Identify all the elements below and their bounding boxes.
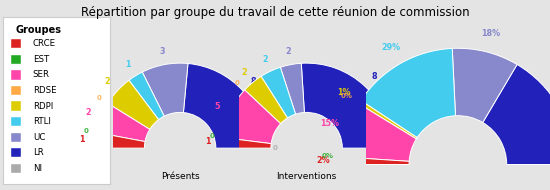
Text: 1%: 1%: [338, 88, 351, 97]
Wedge shape: [222, 138, 271, 148]
FancyBboxPatch shape: [12, 117, 21, 126]
Text: 18%: 18%: [481, 29, 500, 38]
Text: 2: 2: [285, 47, 291, 56]
Text: 15%: 15%: [320, 119, 339, 128]
Wedge shape: [97, 103, 150, 142]
FancyBboxPatch shape: [12, 101, 21, 111]
Text: RDPI: RDPI: [33, 101, 53, 111]
Text: 1: 1: [206, 137, 211, 146]
Text: Groupes: Groupes: [15, 25, 62, 36]
Text: 0%: 0%: [341, 93, 353, 99]
Wedge shape: [108, 80, 158, 129]
Text: RDSE: RDSE: [33, 86, 57, 95]
Wedge shape: [222, 90, 280, 144]
Text: 2: 2: [85, 108, 91, 117]
Text: CRCE: CRCE: [33, 39, 56, 48]
FancyBboxPatch shape: [12, 86, 21, 95]
Text: 5: 5: [215, 102, 221, 111]
Wedge shape: [342, 157, 409, 165]
Wedge shape: [280, 63, 304, 114]
Text: 0: 0: [235, 80, 240, 86]
Text: LR: LR: [33, 148, 43, 157]
Wedge shape: [342, 104, 416, 161]
Text: 1: 1: [125, 60, 131, 69]
Text: EST: EST: [33, 55, 49, 64]
Wedge shape: [95, 132, 145, 148]
Text: 0: 0: [273, 145, 278, 151]
FancyBboxPatch shape: [12, 39, 21, 48]
Text: 1: 1: [79, 135, 85, 143]
FancyBboxPatch shape: [12, 70, 21, 80]
Text: 0: 0: [399, 145, 404, 151]
Wedge shape: [483, 64, 550, 165]
Wedge shape: [359, 101, 417, 139]
FancyBboxPatch shape: [12, 164, 21, 173]
Text: 2: 2: [104, 77, 110, 86]
Wedge shape: [183, 63, 265, 148]
Text: 0: 0: [97, 95, 102, 101]
Wedge shape: [361, 48, 455, 138]
Text: RTLI: RTLI: [33, 117, 51, 126]
Text: 0: 0: [84, 128, 89, 134]
FancyBboxPatch shape: [12, 55, 21, 64]
Wedge shape: [261, 67, 295, 118]
Text: 8: 8: [250, 77, 256, 86]
Wedge shape: [142, 63, 188, 116]
Text: 3: 3: [160, 47, 165, 56]
Text: 0: 0: [210, 133, 215, 139]
Text: Interventions: Interventions: [277, 172, 337, 181]
Text: 0%: 0%: [322, 153, 334, 159]
Text: SER: SER: [33, 70, 50, 79]
Wedge shape: [129, 72, 164, 120]
Text: UC: UC: [33, 133, 45, 142]
FancyBboxPatch shape: [12, 148, 21, 157]
Text: Présents: Présents: [161, 172, 200, 181]
Text: Répartition par groupe du travail de cette réunion de commission: Répartition par groupe du travail de cet…: [81, 6, 469, 19]
FancyBboxPatch shape: [12, 133, 21, 142]
Text: 2: 2: [262, 55, 267, 63]
Text: NI: NI: [33, 164, 42, 173]
Wedge shape: [245, 76, 288, 124]
Text: 29%: 29%: [382, 43, 401, 52]
Text: 2: 2: [241, 68, 246, 77]
Text: 8: 8: [371, 72, 377, 81]
Wedge shape: [452, 48, 517, 123]
Text: 2%: 2%: [316, 156, 330, 165]
Wedge shape: [301, 63, 392, 148]
